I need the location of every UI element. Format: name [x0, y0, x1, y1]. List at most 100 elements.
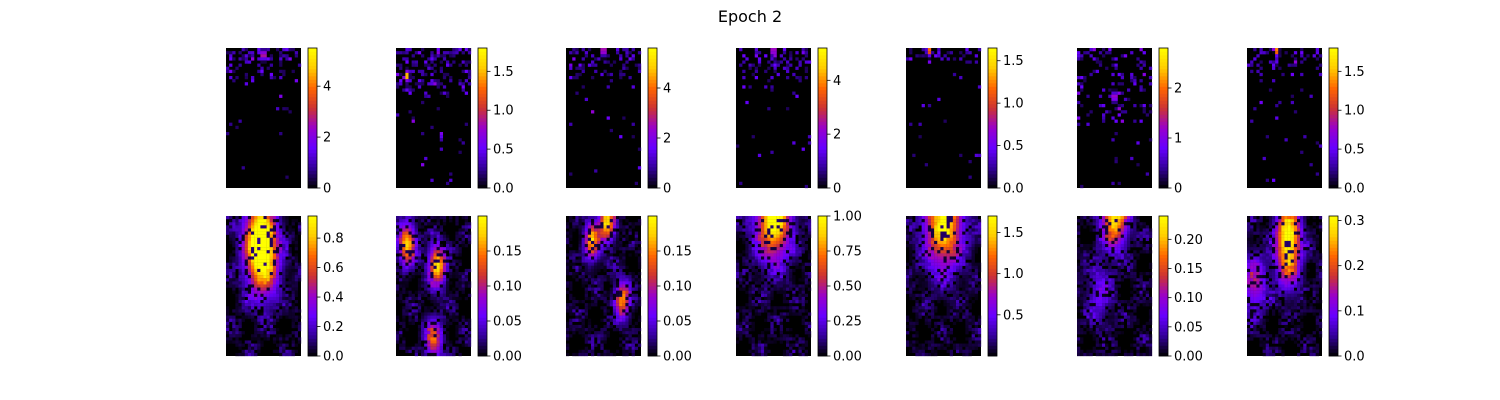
colorbar-segment [818, 90, 827, 94]
colorbar-segment [988, 48, 997, 52]
heatmap-cell [446, 331, 450, 335]
heatmap-cell [439, 296, 444, 301]
heatmap-cell [804, 300, 809, 304]
heatmap-cell [269, 228, 274, 232]
heatmap-cell [773, 272, 777, 276]
heatmap-cell [603, 306, 607, 310]
heatmap-cell [795, 300, 799, 304]
heatmap-cell [455, 331, 459, 335]
colorbar-segment [1159, 114, 1168, 119]
heatmap-cell [581, 328, 585, 332]
heatmap-cell [282, 290, 286, 294]
heatmap-cell [795, 219, 799, 223]
heatmap-cell [439, 328, 444, 332]
heatmap-cell [442, 293, 447, 298]
heatmap-cell [937, 250, 941, 254]
heatmap-cell [748, 340, 752, 344]
heatmap-cell [946, 300, 950, 304]
heatmap-cell [918, 303, 922, 307]
heatmap-cell [291, 306, 295, 310]
heatmap-cell [637, 287, 642, 291]
heatmap-cell [288, 57, 292, 61]
heatmap-cell [433, 309, 437, 313]
colorbar-segment [648, 160, 657, 164]
heatmap-cell [455, 290, 459, 294]
heatmap-cell [241, 219, 245, 223]
heatmap-cell [962, 290, 966, 294]
heatmap-cell [569, 287, 573, 291]
heatmap-cell [584, 262, 589, 266]
heatmap-cell [625, 331, 629, 335]
heatmap-cell [924, 216, 929, 220]
heatmap-cell [408, 293, 412, 298]
heatmap-cell [792, 312, 796, 316]
heatmap-cell [940, 247, 944, 251]
heatmap-cell [974, 281, 979, 285]
heatmap-cell [971, 216, 975, 220]
heatmap-cell [458, 337, 462, 341]
heatmap-cell [285, 219, 289, 223]
heatmap-cell [600, 343, 604, 347]
heatmap-cell [628, 318, 632, 322]
heatmap-cell [430, 79, 434, 83]
heatmap-cell [446, 262, 450, 266]
colorbar-segment [478, 163, 487, 168]
heatmap-cell [266, 237, 270, 242]
heatmap-cell [742, 318, 746, 322]
heatmap-cell [795, 222, 799, 226]
heatmap-cell [962, 281, 966, 285]
heatmap-cell [235, 300, 239, 304]
heatmap-cell [241, 216, 245, 220]
heatmap-cell [247, 222, 252, 226]
heatmap-cell [622, 303, 626, 307]
heatmap-cell [628, 287, 632, 291]
heatmap-cell [399, 334, 403, 338]
heatmap-cell [622, 259, 626, 263]
colorbar-segment [1329, 139, 1338, 143]
heatmap-cell [609, 287, 614, 291]
heatmap-cell [572, 57, 576, 61]
heatmap-cell [591, 349, 595, 354]
heatmap-cell [934, 222, 938, 226]
heatmap-cell [433, 228, 437, 232]
heatmap-cell [294, 331, 299, 335]
heatmap-cell [952, 259, 957, 263]
heatmap-cell [257, 240, 261, 245]
heatmap-cell [442, 315, 447, 319]
heatmap-cell [436, 303, 440, 307]
colorbar-segment [818, 352, 827, 357]
heatmap-cell [1080, 82, 1084, 86]
heatmap-cell [572, 296, 576, 301]
heatmap-cell [288, 48, 292, 52]
heatmap-cell [272, 328, 277, 332]
heatmap-cell [408, 303, 412, 307]
heatmap-cell [421, 72, 425, 77]
heatmap-cell [427, 272, 431, 276]
colorbar-tick-label: 4 [833, 74, 841, 89]
heatmap-cell [464, 334, 469, 338]
heatmap-cell [430, 334, 434, 338]
heatmap-cell [628, 57, 632, 61]
heatmap-cell [452, 318, 456, 322]
heatmap-cell [918, 256, 922, 260]
heatmap-cell [751, 324, 755, 329]
heatmap-cell [427, 253, 431, 257]
colorbar-segment [478, 62, 487, 66]
heatmap-cell [952, 275, 957, 279]
heatmap-cell [294, 272, 299, 276]
heatmap-cell [974, 54, 979, 58]
heatmap-cell [396, 85, 400, 89]
heatmap-cell [940, 278, 944, 282]
heatmap-cell [909, 240, 913, 245]
colorbar-segment [1159, 167, 1168, 171]
heatmap-cell [297, 340, 302, 344]
heatmap-cell [272, 225, 277, 229]
heatmap-cell [748, 216, 752, 220]
heatmap-cell [436, 343, 440, 347]
heatmap-cell [943, 256, 947, 260]
heatmap-cell [918, 237, 922, 242]
heatmap-cell [436, 331, 440, 335]
heatmap-cell [959, 278, 963, 282]
heatmap-cell [254, 219, 258, 223]
